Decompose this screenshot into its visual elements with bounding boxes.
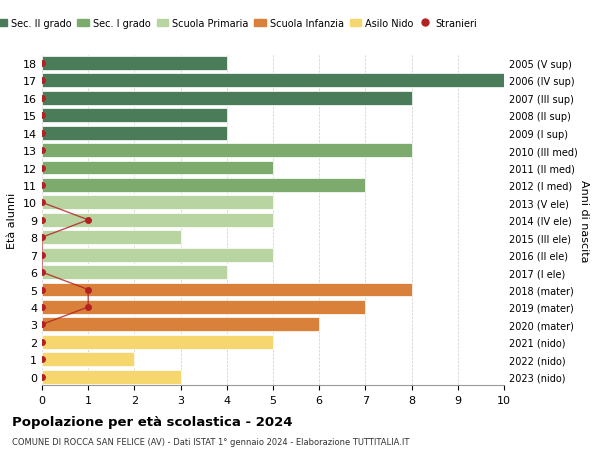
Bar <box>42 318 319 332</box>
Y-axis label: Età alunni: Età alunni <box>7 192 17 248</box>
Bar <box>42 266 227 280</box>
Bar <box>42 283 412 297</box>
Bar <box>42 109 227 123</box>
Bar <box>42 196 273 210</box>
Bar <box>42 74 504 88</box>
Bar <box>42 161 273 175</box>
Text: Popolazione per età scolastica - 2024: Popolazione per età scolastica - 2024 <box>12 415 293 428</box>
Y-axis label: Anni di nascita: Anni di nascita <box>579 179 589 262</box>
Bar <box>42 144 412 158</box>
Text: COMUNE DI ROCCA SAN FELICE (AV) - Dati ISTAT 1° gennaio 2024 - Elaborazione TUTT: COMUNE DI ROCCA SAN FELICE (AV) - Dati I… <box>12 437 409 446</box>
Bar <box>42 248 273 262</box>
Bar <box>42 179 365 192</box>
Bar <box>42 370 181 384</box>
Bar <box>42 213 273 227</box>
Legend: Sec. II grado, Sec. I grado, Scuola Primaria, Scuola Infanzia, Asilo Nido, Stran: Sec. II grado, Sec. I grado, Scuola Prim… <box>0 17 479 31</box>
Bar <box>42 300 365 314</box>
Bar <box>42 353 134 366</box>
Bar <box>42 335 273 349</box>
Bar <box>42 57 227 71</box>
Bar <box>42 92 412 106</box>
Bar <box>42 126 227 140</box>
Bar <box>42 231 181 245</box>
